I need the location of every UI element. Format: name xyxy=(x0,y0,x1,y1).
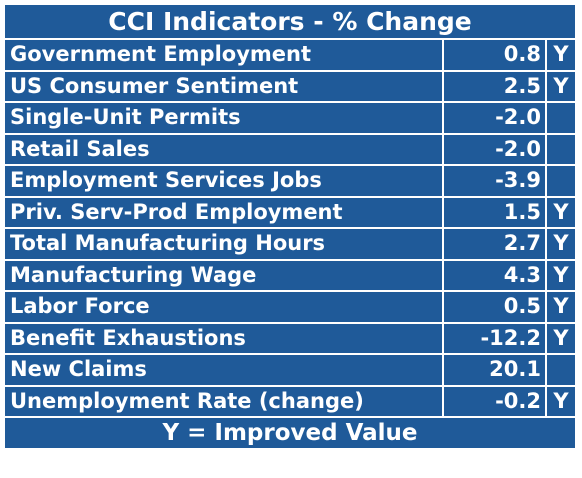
cci-table-body: CCI Indicators - % Change Government Emp… xyxy=(2,3,578,418)
indicator-name: Retail Sales xyxy=(3,132,444,166)
indicator-value: 2.7 xyxy=(442,227,547,261)
indicator-value: -3.9 xyxy=(442,164,547,198)
indicator-row: Manufacturing Wage 4.3 Y xyxy=(3,258,578,292)
indicator-value: -2.0 xyxy=(442,101,547,135)
indicator-value: 20.1 xyxy=(442,353,547,387)
indicator-row: Employment Services Jobs -3.9 xyxy=(3,164,578,198)
indicator-name: Unemployment Rate (change) xyxy=(3,384,444,418)
indicator-value: -12.2 xyxy=(442,321,547,355)
indicator-row: Benefit Exhaustions -12.2 Y xyxy=(3,321,578,355)
improved-flag: Y xyxy=(544,38,578,72)
indicator-row: New Claims 20.1 xyxy=(3,353,578,387)
indicator-value: 4.3 xyxy=(442,258,547,292)
indicator-value: 2.5 xyxy=(442,69,547,103)
improved-flag: Y xyxy=(544,321,578,355)
indicator-name: Employment Services Jobs xyxy=(3,164,444,198)
indicator-row: Single-Unit Permits -2.0 xyxy=(3,101,578,135)
improved-flag xyxy=(544,101,578,135)
improved-flag: Y xyxy=(544,384,578,418)
indicator-name: Manufacturing Wage xyxy=(3,258,444,292)
indicator-name: Total Manufacturing Hours xyxy=(3,227,444,261)
cci-indicators-table: CCI Indicators - % Change Government Emp… xyxy=(2,3,578,450)
indicator-value: -0.2 xyxy=(442,384,547,418)
indicator-name: Priv. Serv-Prod Employment xyxy=(3,195,444,229)
indicator-name: US Consumer Sentiment xyxy=(3,69,444,103)
indicator-row: Total Manufacturing Hours 2.7 Y xyxy=(3,227,578,261)
legend-footer: Y = Improved Value xyxy=(2,416,578,450)
indicator-row: Priv. Serv-Prod Employment 1.5 Y xyxy=(3,195,578,229)
indicator-value: -2.0 xyxy=(442,132,547,166)
indicator-value: 0.8 xyxy=(442,38,547,72)
improved-flag: Y xyxy=(544,227,578,261)
improved-flag: Y xyxy=(544,69,578,103)
indicator-name: Government Employment xyxy=(3,38,444,72)
improved-flag: Y xyxy=(544,258,578,292)
improved-flag: Y xyxy=(544,290,578,324)
footer-row: Y = Improved Value xyxy=(2,416,578,450)
indicator-name: New Claims xyxy=(3,353,444,387)
indicator-row: US Consumer Sentiment 2.5 Y xyxy=(3,69,578,103)
improved-flag: Y xyxy=(544,195,578,229)
improved-flag xyxy=(544,132,578,166)
indicator-row: Government Employment 0.8 Y xyxy=(3,38,578,72)
indicator-name: Labor Force xyxy=(3,290,444,324)
indicator-value: 1.5 xyxy=(442,195,547,229)
indicator-row: Unemployment Rate (change) -0.2 Y xyxy=(3,384,578,418)
indicator-row: Labor Force 0.5 Y xyxy=(3,290,578,324)
indicator-name: Benefit Exhaustions xyxy=(3,321,444,355)
table-title: CCI Indicators - % Change xyxy=(2,3,578,40)
indicator-value: 0.5 xyxy=(442,290,547,324)
indicator-row: Retail Sales -2.0 xyxy=(3,132,578,166)
title-row: CCI Indicators - % Change xyxy=(2,3,578,40)
improved-flag xyxy=(544,353,578,387)
indicator-name: Single-Unit Permits xyxy=(3,101,444,135)
improved-flag xyxy=(544,164,578,198)
